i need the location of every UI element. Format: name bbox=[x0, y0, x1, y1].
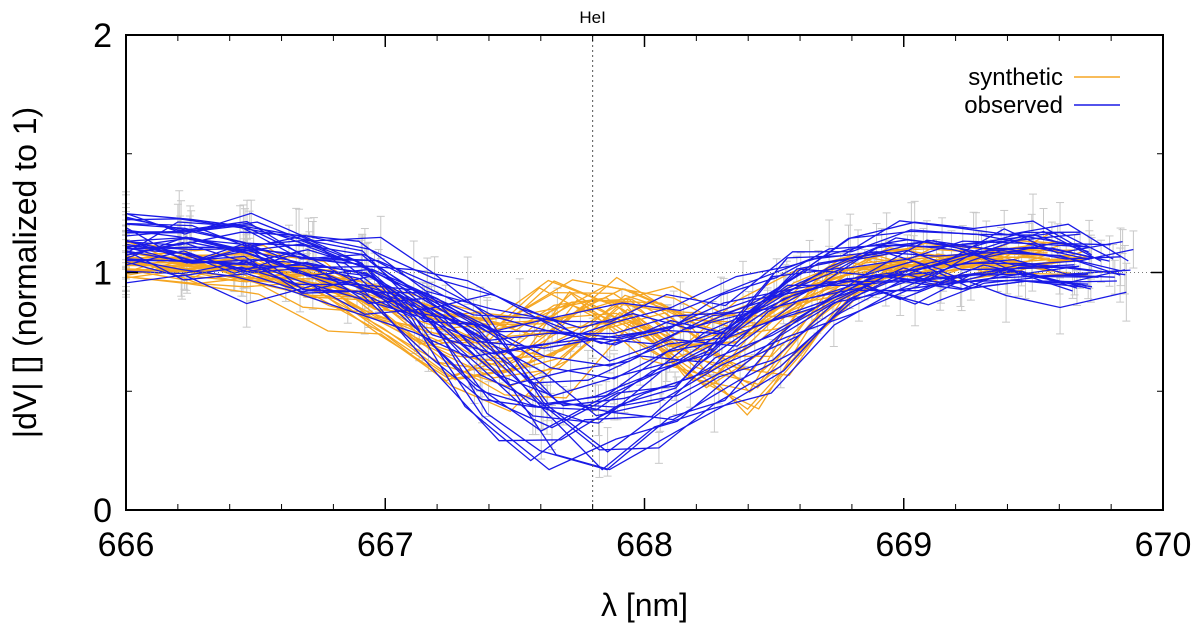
observed-series-line bbox=[125, 242, 1121, 332]
observed-series-line bbox=[125, 216, 1090, 424]
observed-series-line bbox=[125, 249, 1093, 362]
observed-series-line bbox=[125, 229, 1123, 471]
observed-series-line bbox=[125, 239, 1079, 346]
synthetic-series-line bbox=[125, 258, 1032, 320]
observed-series-line bbox=[125, 224, 1090, 408]
y-tick-label: 2 bbox=[93, 17, 112, 55]
x-tick-label: 670 bbox=[1135, 526, 1192, 564]
y-axis-title: |dV| [] (normalized to 1) bbox=[7, 107, 43, 438]
legend: synthetic observed bbox=[964, 64, 1120, 119]
observed-series-line bbox=[125, 273, 1091, 342]
y-tick-label: 1 bbox=[93, 255, 112, 293]
x-axis-title: λ [nm] bbox=[601, 587, 688, 623]
observed-series-line bbox=[125, 237, 1092, 421]
observed-series-line bbox=[125, 261, 1126, 345]
observed-series-line bbox=[125, 217, 1129, 442]
hei-annotation: HeI bbox=[579, 8, 605, 27]
x-tick-label: 667 bbox=[357, 526, 414, 564]
x-tick-label: 669 bbox=[875, 526, 932, 564]
observed-series-layer bbox=[125, 212, 1134, 471]
observed-series-line bbox=[125, 222, 1131, 471]
legend-label-synthetic: synthetic bbox=[968, 64, 1063, 91]
observed-series-line bbox=[125, 245, 1089, 417]
observed-series-line bbox=[125, 223, 1081, 411]
synthetic-series-line bbox=[125, 248, 1048, 352]
observed-series-line bbox=[125, 212, 1123, 453]
observed-series-line bbox=[125, 213, 1092, 432]
legend-label-observed: observed bbox=[964, 92, 1063, 119]
x-tick-label: 666 bbox=[98, 526, 155, 564]
x-tick-label: 668 bbox=[616, 526, 673, 564]
observed-series-line bbox=[125, 243, 1075, 451]
ticks-layer: 666 667 668 669 670 0 1 2 bbox=[93, 17, 1191, 564]
y-tick-label: 0 bbox=[93, 492, 112, 530]
observed-series-line bbox=[125, 229, 1089, 323]
observed-series-line bbox=[125, 239, 1126, 384]
reference-layer bbox=[126, 35, 1163, 510]
